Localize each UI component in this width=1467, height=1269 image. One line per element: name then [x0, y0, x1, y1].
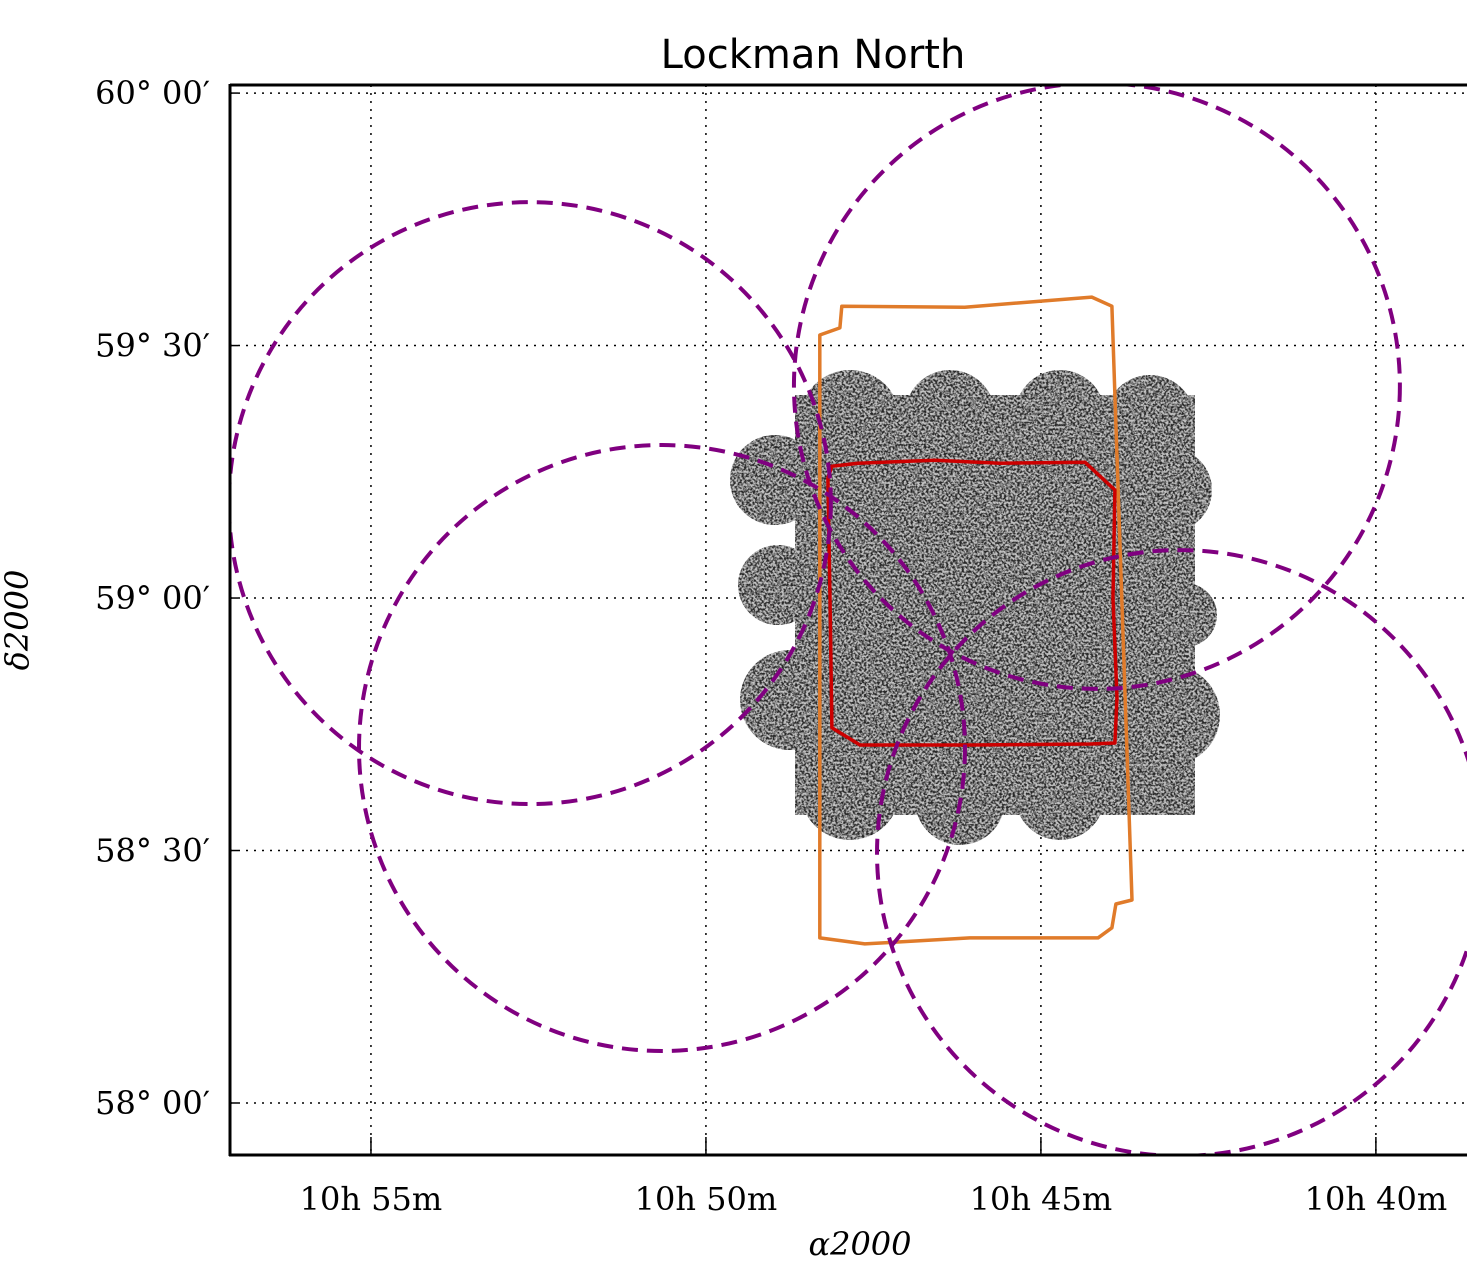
x-tick-label: 10h 50m: [635, 1180, 778, 1218]
y-axis-label: δ2000: [0, 570, 36, 671]
y-tick-label: 59° 00′: [95, 579, 210, 617]
x-tick-label: 10h 55m: [300, 1180, 443, 1218]
x-tick-label: 10h 40m: [1305, 1180, 1448, 1218]
x-tick-label: 10h 45m: [970, 1180, 1113, 1218]
chart: Lockman North α2000 δ2000 60° 00′ 59° 30′…: [0, 0, 1467, 1269]
y-tick-label: 58° 30′: [95, 832, 210, 870]
y-tick-label: 58° 00′: [95, 1084, 210, 1122]
chart-title: Lockman North: [661, 32, 966, 78]
sky-image: [700, 350, 1250, 870]
y-tick-label: 60° 00′: [95, 74, 210, 112]
x-axis-label: α2000: [808, 1225, 911, 1263]
y-tick-label: 59° 30′: [95, 327, 210, 365]
